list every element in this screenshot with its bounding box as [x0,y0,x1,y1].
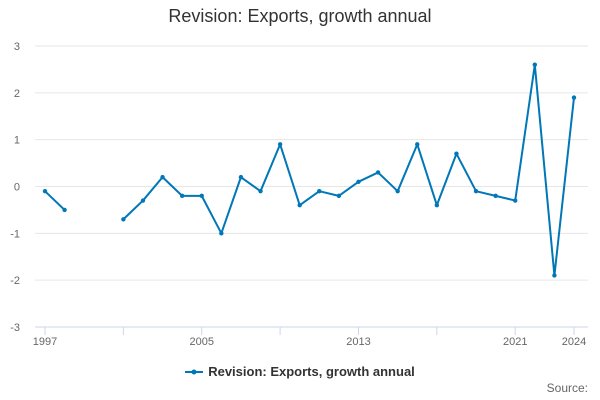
data-point [434,203,440,208]
data-point [571,95,577,100]
data-point [277,142,283,147]
data-point [62,207,67,213]
data-point [258,188,263,194]
data-point [199,193,204,199]
data-point [219,231,224,236]
y-tick-label: 1 [14,135,20,147]
y-tick-label: -1 [10,228,20,240]
y-tick-label: 2 [14,88,20,100]
legend-line-icon [185,366,204,378]
data-point [532,62,538,67]
series-line [44,190,66,211]
data-point [375,170,381,175]
data-point [473,188,479,194]
y-tick-label: 0 [14,182,20,194]
data-point [42,188,48,194]
y-tick-label: -3 [10,322,20,334]
x-tick-label: 2005 [189,336,213,348]
x-axis: 1997 2005 2013 2021 2024 [33,326,588,348]
x-tick-label: 2013 [346,336,370,348]
data-point [317,188,322,194]
gridlines [35,45,588,328]
chart-title: Revision: Exports, growth annual [168,6,432,26]
data-point [454,151,459,156]
series-line [122,63,575,277]
x-tick-label: 2024 [562,336,586,348]
data-point [238,174,244,180]
data-point [493,193,498,199]
x-tick-label: 2021 [503,336,527,348]
x-tick-label: 1997 [33,336,57,348]
data-point [513,198,518,203]
data-point [356,179,361,185]
legend-label: Revision: Exports, growth annual [208,364,415,379]
data-point [415,142,420,147]
series-layer [42,62,577,278]
data-point [297,203,302,208]
legend-item[interactable]: Revision: Exports, growth annual [0,364,600,379]
data-point [179,193,185,199]
y-axis: -3 -2 -1 0 1 2 3 [10,41,20,334]
y-tick-label: -2 [10,275,20,287]
y-tick-label: 3 [14,41,20,53]
data-point [121,217,126,222]
source-label: Source: [546,381,588,395]
data-point [160,174,165,180]
data-point [140,198,146,203]
data-point [395,188,400,194]
data-point [336,193,342,199]
data-point [552,273,557,278]
